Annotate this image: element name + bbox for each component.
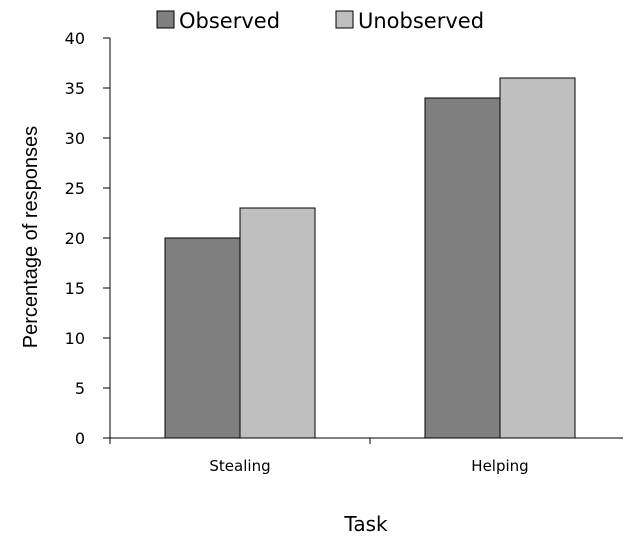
legend: Observed Unobserved	[156, 9, 484, 33]
y-tick-label: 0	[75, 429, 85, 448]
y-tick-label: 30	[65, 129, 85, 148]
bars	[164, 77, 576, 439]
y-tick-label: 20	[65, 229, 85, 248]
legend-label-observed: Observed	[179, 9, 280, 33]
y-tick-label: 25	[65, 179, 85, 198]
y-tick-label: 35	[65, 79, 85, 98]
bar-unobserved-stealing	[239, 207, 316, 439]
bar-observed-stealing	[164, 237, 241, 439]
y-tick-label: 5	[75, 379, 85, 398]
bar-unobserved-helping	[499, 77, 576, 439]
y-tick-label: 15	[65, 279, 85, 298]
y-tick-label: 40	[65, 29, 85, 48]
legend-swatch-observed	[156, 10, 175, 29]
legend-swatch-unobserved	[335, 10, 354, 29]
y-ticks: 0 5 10 15 20 25 30 35 40	[65, 29, 110, 448]
x-ticks: Stealing Helping	[109, 438, 529, 475]
x-category-label: Stealing	[209, 457, 270, 475]
legend-label-unobserved: Unobserved	[358, 9, 484, 33]
x-axis-title: Task	[343, 512, 388, 534]
x-category-label: Helping	[471, 457, 528, 475]
bar-observed-helping	[424, 97, 501, 439]
y-axis-title: Percentage of responses	[20, 126, 42, 348]
y-tick-label: 10	[65, 329, 85, 348]
